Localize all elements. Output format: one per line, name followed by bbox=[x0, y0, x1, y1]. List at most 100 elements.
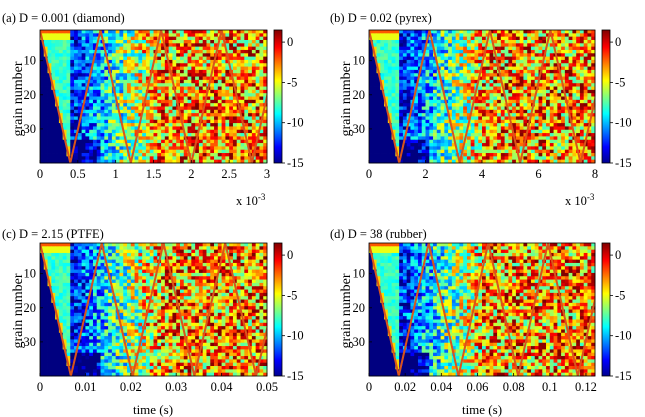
heatmap-cell bbox=[538, 136, 543, 141]
heatmap-cell bbox=[187, 146, 192, 151]
heatmap-cell bbox=[553, 86, 558, 91]
heatmap-cell bbox=[395, 86, 400, 91]
heatmap-cell bbox=[429, 66, 434, 71]
heatmap-cell bbox=[579, 66, 585, 71]
heatmap-cell bbox=[395, 126, 400, 131]
heatmap-cell bbox=[108, 149, 113, 154]
heatmap-cell bbox=[214, 103, 219, 107]
heatmap-cell bbox=[485, 133, 490, 137]
heatmap-cell bbox=[172, 96, 177, 101]
heatmap-cell bbox=[421, 39, 426, 44]
heatmap-cell bbox=[43, 39, 48, 44]
heatmap-cell bbox=[134, 39, 139, 44]
heatmap-cell bbox=[478, 116, 483, 121]
heatmap-cell bbox=[530, 66, 536, 71]
heatmap-cell bbox=[399, 86, 404, 91]
heatmap-cell bbox=[542, 156, 547, 161]
heatmap-cell bbox=[519, 59, 524, 64]
heatmap-cell bbox=[538, 143, 543, 147]
heatmap-cell bbox=[134, 69, 139, 74]
heatmap-cell bbox=[482, 46, 487, 51]
heatmap-cell bbox=[433, 69, 438, 74]
heatmap-cell bbox=[417, 83, 423, 87]
heatmap-cell bbox=[214, 93, 219, 97]
heatmap-cell bbox=[478, 103, 483, 107]
heatmap-cell bbox=[157, 153, 162, 157]
heatmap-cell bbox=[515, 156, 521, 161]
heatmap-cell bbox=[399, 129, 404, 134]
heatmap-cell bbox=[557, 79, 562, 84]
heatmap-cell bbox=[164, 36, 170, 41]
heatmap-cell bbox=[236, 86, 241, 91]
heatmap-cell bbox=[217, 79, 222, 84]
heatmap-cell bbox=[572, 49, 577, 54]
heatmap-cell bbox=[51, 66, 56, 71]
heatmap-cell bbox=[399, 96, 404, 101]
heatmap-cell bbox=[134, 156, 139, 161]
heatmap-cell bbox=[395, 143, 400, 147]
heatmap-cell bbox=[444, 36, 449, 41]
heatmap-cell bbox=[568, 43, 573, 48]
heatmap-cell bbox=[391, 149, 396, 154]
heatmap-cell bbox=[372, 96, 377, 101]
x-tick-label: 0.5 bbox=[70, 167, 86, 181]
heatmap-cell bbox=[508, 153, 513, 157]
heatmap-cell bbox=[500, 39, 505, 44]
heatmap-cell bbox=[425, 59, 430, 64]
heatmap-cell bbox=[591, 86, 596, 91]
heatmap-cell bbox=[448, 86, 453, 91]
heatmap-cell bbox=[530, 46, 536, 51]
heatmap-cell bbox=[482, 103, 487, 107]
heatmap-cell bbox=[198, 63, 204, 67]
heatmap-cell bbox=[164, 89, 170, 94]
heatmap-cell bbox=[187, 129, 192, 134]
heatmap-cell bbox=[134, 246, 139, 251]
heatmap-cell bbox=[474, 129, 479, 134]
heatmap-cell bbox=[47, 249, 52, 254]
heatmap-cell bbox=[74, 243, 79, 247]
heatmap-cell bbox=[410, 113, 415, 117]
heatmap-cell bbox=[557, 73, 562, 77]
heatmap-cell bbox=[74, 79, 79, 84]
heatmap-cell bbox=[459, 46, 464, 51]
heatmap-cell bbox=[191, 116, 196, 121]
heatmap-cell bbox=[372, 89, 377, 94]
heatmap-cell bbox=[58, 103, 64, 107]
heatmap-cell bbox=[527, 83, 532, 87]
heatmap-cell bbox=[417, 53, 423, 58]
heatmap-cell bbox=[104, 73, 109, 77]
heatmap-cell bbox=[395, 146, 400, 151]
heatmap-cell bbox=[164, 99, 170, 104]
heatmap-cell bbox=[376, 106, 381, 111]
heatmap-cell bbox=[127, 56, 132, 61]
heatmap-cell bbox=[455, 76, 460, 81]
heatmap-cell bbox=[191, 86, 196, 91]
heatmap-cell bbox=[576, 86, 581, 91]
heatmap-cell bbox=[572, 43, 577, 48]
heatmap-cell bbox=[579, 99, 585, 104]
heatmap-cell bbox=[138, 109, 143, 114]
heatmap-cell bbox=[579, 49, 585, 54]
heatmap-cell bbox=[138, 66, 143, 71]
heatmap-cell bbox=[474, 66, 479, 71]
heatmap-cell bbox=[500, 126, 505, 131]
heatmap-cell bbox=[89, 76, 94, 81]
heatmap-cell bbox=[108, 86, 113, 91]
heatmap-cell bbox=[572, 30, 577, 34]
heatmap-cell bbox=[214, 99, 219, 104]
heatmap-cell bbox=[115, 109, 120, 114]
heatmap-cell bbox=[134, 99, 139, 104]
heatmap-cell bbox=[425, 159, 430, 164]
heatmap-cell bbox=[161, 89, 166, 94]
heatmap-cell bbox=[123, 119, 128, 124]
heatmap-cell bbox=[425, 89, 430, 94]
heatmap-cell bbox=[119, 43, 124, 48]
heatmap-cell bbox=[425, 73, 430, 77]
heatmap-cell bbox=[391, 56, 396, 61]
heatmap-cell bbox=[534, 153, 539, 157]
heatmap-cell bbox=[583, 123, 588, 127]
heatmap-cell bbox=[119, 63, 124, 67]
heatmap-cell bbox=[553, 109, 558, 114]
heatmap-cell bbox=[410, 143, 415, 147]
heatmap-cell bbox=[176, 146, 181, 151]
